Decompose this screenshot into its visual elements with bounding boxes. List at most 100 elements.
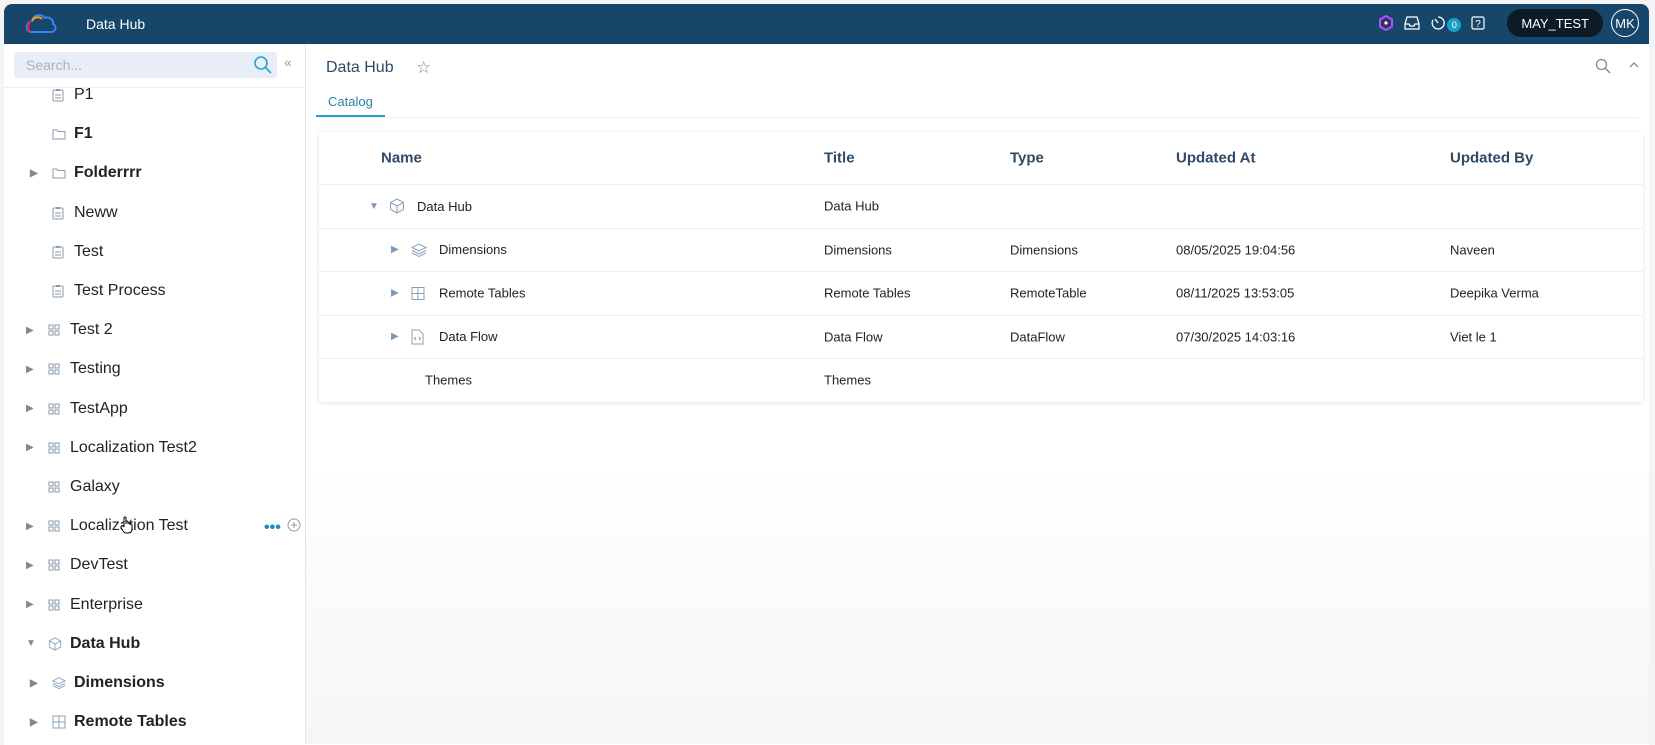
tree-item[interactable]: Test xyxy=(30,237,103,267)
folder-icon xyxy=(52,166,66,180)
folder-icon xyxy=(52,127,66,141)
tree-item[interactable]: ▶ Dimensions xyxy=(30,668,165,698)
tree-item-label: Testing xyxy=(70,360,121,378)
app-grid-icon xyxy=(48,323,62,337)
user-avatar[interactable]: MK xyxy=(1611,9,1639,37)
table-row[interactable]: ▶ Dimensions Dimensions Dimensions 08/05/202… xyxy=(319,227,1643,272)
cloud-logo-icon[interactable] xyxy=(24,10,58,43)
process-icon xyxy=(52,284,66,298)
table-row[interactable]: ▶ Data Flow Data Flow DataFlow 07/30/2025 14… xyxy=(319,314,1643,359)
table-row[interactable]: ▼ Data Hub Data Hub xyxy=(319,184,1643,228)
table-row[interactable]: Themes Themes xyxy=(319,358,1643,402)
tree-item-label: DevTest xyxy=(70,556,128,574)
tree-item[interactable]: P1 xyxy=(30,80,94,110)
cell-updated-at: 08/05/2025 19:04:56 xyxy=(1176,242,1296,258)
caret-right-icon[interactable]: ▶ xyxy=(26,363,34,375)
more-options-icon[interactable]: ••• xyxy=(264,518,281,536)
help-icon[interactable]: ? xyxy=(1469,14,1487,32)
tree-item-label: Test 2 xyxy=(70,321,113,339)
column-header-title[interactable]: Title xyxy=(824,149,855,167)
inbox-icon[interactable] xyxy=(1403,14,1421,32)
tree-item[interactable]: ▶ Enterprise xyxy=(26,590,143,620)
caret-right-icon[interactable]: ▶ xyxy=(30,716,38,728)
tree-item[interactable]: ▶ Localization Test xyxy=(26,511,188,541)
caret-right-icon[interactable]: ▶ xyxy=(26,599,34,611)
cell-name[interactable]: Remote Tables xyxy=(439,285,526,301)
catalog-table: Name Title Type Updated At Updated By ▼ D… xyxy=(319,132,1643,402)
cell-name[interactable]: Themes xyxy=(425,372,472,388)
layers-icon xyxy=(52,676,66,690)
hand-cursor-icon xyxy=(120,516,134,539)
tree-item[interactable]: ▶ Testing xyxy=(26,354,121,384)
search-icon[interactable] xyxy=(253,55,273,78)
main-panel: Data Hub ☆ Catalog Name Title Type Updat… xyxy=(306,44,1649,744)
tree-item[interactable]: Neww xyxy=(30,198,118,228)
cell-title: Data Hub xyxy=(824,198,879,214)
add-circle-icon[interactable] xyxy=(287,518,301,537)
caret-right-icon[interactable]: ▶ xyxy=(391,287,399,299)
tree-item-label: P1 xyxy=(74,86,94,103)
table-row[interactable]: ▶ Remote Tables Remote Tables RemoteTable 08… xyxy=(319,271,1643,315)
app-grid-icon xyxy=(48,362,62,376)
notification-badge[interactable]: 0 xyxy=(1447,18,1462,32)
cell-name[interactable]: Data Hub xyxy=(417,198,472,214)
cell-updated-by: Naveen xyxy=(1450,242,1495,258)
cell-title: Data Flow xyxy=(824,329,883,345)
favorite-star-icon[interactable]: ☆ xyxy=(416,58,432,77)
tree-item[interactable]: ▼ Data Hub xyxy=(26,629,140,659)
caret-right-icon[interactable]: ▶ xyxy=(26,520,34,532)
tree-item[interactable]: ▶ Test 2 xyxy=(26,315,113,345)
collapse-sidebar-icon[interactable]: « xyxy=(284,54,292,70)
environment-button[interactable]: MAY_TEST xyxy=(1507,9,1603,37)
row-actions: ••• xyxy=(264,518,301,537)
app-grid-icon xyxy=(48,598,62,612)
tree-item[interactable]: ▶ Remote Tables xyxy=(30,707,187,737)
caret-right-icon[interactable]: ▶ xyxy=(391,331,399,343)
table-icon xyxy=(52,715,66,729)
top-bar: Data Hub 0 ? MAY_TEST MK xyxy=(4,4,1649,44)
column-header-type[interactable]: Type xyxy=(1010,149,1044,167)
cell-name[interactable]: Dimensions xyxy=(439,242,507,258)
tree-item-label: F1 xyxy=(74,125,93,143)
tree-item[interactable]: ▶ DevTest xyxy=(26,550,128,580)
app-grid-icon xyxy=(48,480,62,494)
caret-down-icon[interactable]: ▼ xyxy=(369,200,379,212)
caret-right-icon[interactable]: ▶ xyxy=(26,324,34,336)
app-grid-icon xyxy=(48,402,62,416)
cell-updated-by: Viet le 1 xyxy=(1450,329,1497,345)
tree-item[interactable]: ▶ TestApp xyxy=(26,394,128,424)
tree-item-label: Folderrrr xyxy=(74,164,142,182)
ai-hexagon-icon[interactable] xyxy=(1377,14,1395,32)
sidebar: Search... « P1 F1 ▶ Folderrrr Neww Test Test P… xyxy=(4,44,306,744)
cube-icon xyxy=(48,637,62,651)
search-icon[interactable] xyxy=(1595,58,1611,79)
tree-item[interactable]: F1 xyxy=(30,119,93,149)
column-header-updated-by[interactable]: Updated By xyxy=(1450,149,1534,167)
caret-right-icon[interactable]: ▶ xyxy=(26,403,34,415)
divider xyxy=(4,87,305,88)
tree-item-label: Test Process xyxy=(74,282,166,299)
column-header-name[interactable]: Name xyxy=(381,149,422,167)
tab-catalog[interactable]: Catalog xyxy=(316,94,385,117)
tree-item[interactable]: Galaxy xyxy=(26,472,120,502)
tree-item-label: Galaxy xyxy=(70,478,120,495)
caret-right-icon[interactable]: ▶ xyxy=(30,677,38,689)
tree-item[interactable]: ▶ Localization Test2 xyxy=(26,433,197,463)
caret-right-icon[interactable]: ▶ xyxy=(26,559,34,571)
timer-icon[interactable] xyxy=(1429,14,1447,32)
tree-item[interactable]: Test Process xyxy=(30,276,166,306)
tree-item[interactable]: ▶ Folderrrr xyxy=(30,158,142,188)
caret-right-icon[interactable]: ▶ xyxy=(26,442,34,454)
caret-right-icon[interactable]: ▶ xyxy=(391,244,399,256)
process-icon xyxy=(52,88,66,102)
table-header: Name Title Type Updated At Updated By xyxy=(319,132,1643,184)
tree-item-label: Test xyxy=(74,242,104,260)
caret-right-icon[interactable]: ▶ xyxy=(30,167,38,179)
caret-down-icon[interactable]: ▼ xyxy=(26,638,36,650)
column-header-updated-at[interactable]: Updated At xyxy=(1176,149,1256,167)
cell-name[interactable]: Data Flow xyxy=(439,329,498,345)
table-icon xyxy=(411,286,427,300)
collapse-up-icon[interactable] xyxy=(1627,58,1641,79)
app-title: Data Hub xyxy=(86,16,146,32)
sidebar-search-input[interactable]: Search... xyxy=(14,52,277,78)
